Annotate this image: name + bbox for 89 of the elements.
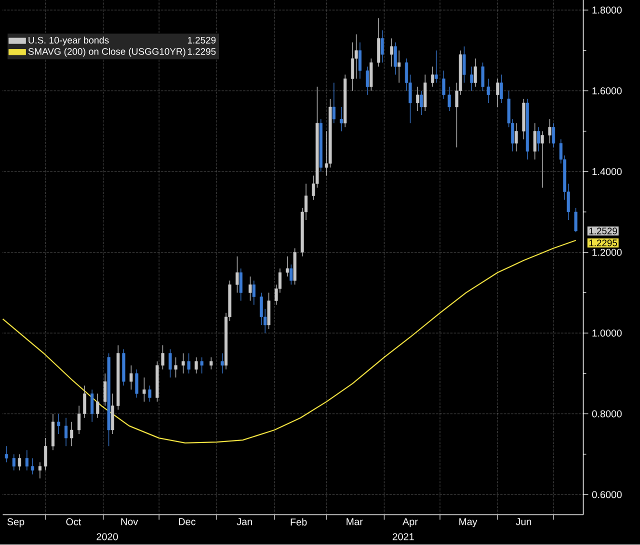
y-tick-label: 1.6000 xyxy=(592,87,622,95)
candlestick xyxy=(332,82,336,124)
candlestick xyxy=(390,38,394,68)
x-tick-label: Dec xyxy=(178,518,196,526)
candlestick xyxy=(248,276,252,302)
candlestick xyxy=(366,66,369,96)
candlestick xyxy=(398,50,401,84)
annotation: 1.2529 xyxy=(188,37,216,44)
candlestick xyxy=(148,385,152,402)
candlestick xyxy=(38,462,42,479)
candlestick xyxy=(220,353,224,374)
annotation: 1.2295 xyxy=(188,48,216,56)
candlestick xyxy=(96,393,100,418)
x-tick-label: Mar xyxy=(346,518,363,526)
candlestick xyxy=(416,86,420,112)
candlestick xyxy=(537,126,540,152)
x-tick-label: May xyxy=(459,518,478,528)
candlestick xyxy=(481,62,484,92)
candlestick xyxy=(552,122,556,148)
candlestick xyxy=(380,30,384,64)
x-tick-label: Jan xyxy=(236,518,252,526)
candlestick xyxy=(194,357,198,374)
y-tick-label: 0.6000 xyxy=(592,491,622,498)
candlestick xyxy=(574,208,578,233)
candlestick xyxy=(182,353,185,374)
candlestick xyxy=(44,438,48,471)
legend-label: SMAVG (200) on Close (USGG10YR) xyxy=(28,48,186,57)
candlestick xyxy=(442,70,446,100)
candlestick xyxy=(64,418,68,447)
candlestick xyxy=(90,389,94,422)
candlestick xyxy=(260,292,263,326)
candlestick xyxy=(174,357,178,378)
candlestick xyxy=(57,414,60,435)
candlestick xyxy=(474,58,477,88)
candlestick xyxy=(358,42,362,80)
candlestick xyxy=(210,357,213,370)
candlestick xyxy=(12,454,16,471)
candlestick xyxy=(18,454,22,471)
candlestick xyxy=(434,50,438,84)
y-tick-label: 1.8000 xyxy=(592,6,622,14)
candlestick xyxy=(540,131,544,188)
x-tick-label: Apr xyxy=(402,518,418,528)
candlestick xyxy=(486,78,490,104)
candlestick xyxy=(135,369,138,398)
candlestick xyxy=(25,450,28,471)
candlestick xyxy=(548,118,552,144)
candlestick xyxy=(496,78,500,108)
x-tick-label: Nov xyxy=(121,518,138,526)
y-tick-label: 1.0000 xyxy=(592,330,622,337)
candlestick xyxy=(286,256,289,278)
y-tick-label: 1.2000 xyxy=(592,248,622,256)
text: 2020 xyxy=(96,533,118,540)
x-tick-label: Oct xyxy=(66,518,82,526)
candlestick xyxy=(500,74,503,104)
candlestick xyxy=(514,122,518,152)
candlestick xyxy=(142,377,146,402)
candlestick xyxy=(290,264,293,286)
candlestick xyxy=(4,446,8,463)
text: 2021 xyxy=(392,533,414,540)
text: 1.2529 xyxy=(589,228,617,234)
candlestick xyxy=(130,365,133,390)
candlestick xyxy=(340,106,343,132)
candlestick xyxy=(533,122,536,160)
candlestick xyxy=(83,385,86,418)
candlestick xyxy=(200,357,204,374)
y-tick-label: 0.8000 xyxy=(592,410,622,418)
candlestick xyxy=(161,345,164,370)
x-tick-label: Feb xyxy=(290,518,307,526)
candlestick xyxy=(394,42,397,76)
candlestick xyxy=(470,66,474,92)
text: 1.2295 xyxy=(589,240,618,246)
candlestick xyxy=(252,280,256,306)
candlestick xyxy=(462,46,466,84)
candlestick xyxy=(168,349,172,378)
candlestick xyxy=(239,268,242,302)
x-tick-label: Sep xyxy=(7,518,24,528)
candlestick xyxy=(236,256,239,294)
candlestick xyxy=(70,422,74,447)
x-tick-label: Jun xyxy=(516,518,532,526)
candlestick xyxy=(30,458,34,475)
candlestick xyxy=(431,66,434,88)
candlestick xyxy=(187,353,190,374)
legend-label: U.S. 10-year bonds xyxy=(28,36,109,46)
candlestick xyxy=(77,406,81,435)
candlestick xyxy=(104,373,107,406)
line-series xyxy=(2,240,576,444)
candlestick xyxy=(448,86,451,112)
candlestick xyxy=(420,90,423,116)
y-tick-label: 1.4000 xyxy=(592,168,622,176)
